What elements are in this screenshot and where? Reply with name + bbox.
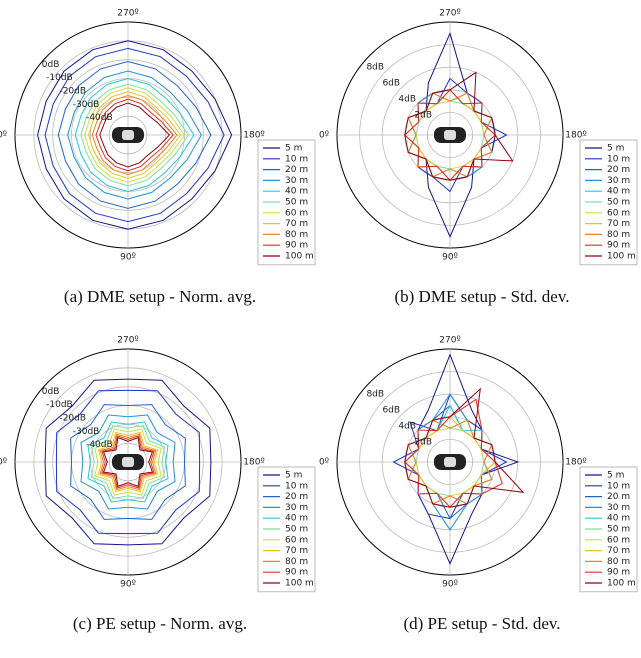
legend-label: 50 m xyxy=(285,525,308,535)
r-tick-label: 4dB xyxy=(398,95,416,105)
r-tick-label: 8dB xyxy=(366,63,384,73)
r-tick-label: -30dB xyxy=(73,427,100,437)
legend-label: 70 m xyxy=(285,546,308,556)
legend-label: 5 m xyxy=(607,144,624,154)
theta-tick-label: 180º xyxy=(565,458,586,468)
legend-label: 70 m xyxy=(285,219,308,229)
legend-label: 60 m xyxy=(285,535,308,545)
r-tick-label: -40dB xyxy=(86,440,113,450)
r-tick-label: 6dB xyxy=(382,79,400,89)
legend-label: 40 m xyxy=(607,514,630,524)
legend-label: 50 m xyxy=(607,198,630,208)
legend-label: 60 m xyxy=(285,208,308,218)
theta-tick-label: 0º xyxy=(319,458,329,468)
legend-label: 30 m xyxy=(607,176,630,186)
legend-label: 80 m xyxy=(607,230,630,240)
theta-tick-label: 270º xyxy=(439,336,460,346)
legend-label: 90 m xyxy=(607,568,630,578)
theta-tick-label: 270º xyxy=(117,9,138,19)
series-line xyxy=(405,72,513,180)
theta-tick-label: 0º xyxy=(0,458,7,468)
legend-label: 20 m xyxy=(285,165,308,175)
r-tick-label: -20dB xyxy=(59,87,86,97)
r-tick-label: -20dB xyxy=(59,414,86,424)
legend-label: 80 m xyxy=(607,557,630,567)
legend-label: 100 m xyxy=(607,252,636,262)
legend-label: 40 m xyxy=(285,514,308,524)
car-window xyxy=(444,130,456,140)
legend-label: 30 m xyxy=(285,176,308,186)
legend-label: 10 m xyxy=(285,481,308,491)
theta-tick-label: 90º xyxy=(442,253,458,263)
legend-label: 5 m xyxy=(607,471,624,481)
legend-label: 40 m xyxy=(285,187,308,197)
legend-label: 80 m xyxy=(285,557,308,567)
legend-label: 100 m xyxy=(607,579,636,589)
theta-tick-label: 90º xyxy=(442,580,458,590)
legend-label: 80 m xyxy=(285,230,308,240)
car-window xyxy=(122,130,134,140)
theta-tick-label: 270º xyxy=(117,336,138,346)
legend-label: 90 m xyxy=(607,241,630,251)
r-tick-label: 6dB xyxy=(382,406,400,416)
legend-label: 10 m xyxy=(607,154,630,164)
legend-label: 20 m xyxy=(285,492,308,502)
legend-label: 20 m xyxy=(607,165,630,175)
legend-label: 30 m xyxy=(607,503,630,513)
theta-tick-label: 90º xyxy=(120,253,136,263)
chart-panel: 0º 90º 180º 270º 2dB 4dB 6dB 8dB 5 m10 m20 m30 m… xyxy=(319,336,637,633)
car-window xyxy=(444,457,456,467)
theta-tick-label: 180º xyxy=(565,131,586,141)
r-tick-label: -10dB xyxy=(46,73,73,83)
r-tick-label: 4dB xyxy=(398,422,416,432)
legend-label: 70 m xyxy=(607,219,630,229)
legend-label: 100 m xyxy=(285,252,314,262)
legend-label: 90 m xyxy=(285,568,308,578)
theta-tick-label: 0º xyxy=(0,131,7,141)
r-tick-label: -30dB xyxy=(73,100,100,110)
caption: (c) PE setup - Norm. avg. xyxy=(73,614,247,633)
legend-label: 20 m xyxy=(607,492,630,502)
legend-label: 70 m xyxy=(607,546,630,556)
caption: (b) DME setup - Std. dev. xyxy=(394,287,569,306)
legend-label: 50 m xyxy=(285,198,308,208)
series-line xyxy=(405,389,523,507)
legend-label: 10 m xyxy=(285,154,308,164)
r-tick-label: 2dB xyxy=(414,438,432,448)
legend-label: 30 m xyxy=(285,503,308,513)
theta-tick-label: 0º xyxy=(319,131,329,141)
legend-label: 40 m xyxy=(607,187,630,197)
r-tick-label: 0dB xyxy=(42,60,60,70)
r-tick-label: -10dB xyxy=(46,400,73,410)
figure: 0º90º180º270º-40dB-30dB-20dB-10dB0dB5 m1… xyxy=(0,0,641,654)
theta-tick-label: 180º xyxy=(243,458,264,468)
legend-label: 10 m xyxy=(607,481,630,491)
theta-tick-label: 270º xyxy=(439,9,460,19)
theta-tick-label: 180º xyxy=(243,131,264,141)
r-tick-label: 0dB xyxy=(42,387,60,397)
legend-label: 60 m xyxy=(607,208,630,218)
car-window xyxy=(122,457,134,467)
legend-label: 5 m xyxy=(285,471,302,481)
legend-label: 90 m xyxy=(285,241,308,251)
r-tick-label: 2dB xyxy=(414,111,432,121)
caption: (d) PE setup - Std. dev. xyxy=(403,614,560,633)
legend-label: 50 m xyxy=(607,525,630,535)
caption: (a) DME setup - Norm. avg. xyxy=(64,287,256,306)
legend-label: 60 m xyxy=(607,535,630,545)
r-tick-label: 8dB xyxy=(366,390,384,400)
r-tick-label: -40dB xyxy=(86,113,113,123)
theta-tick-label: 90º xyxy=(120,580,136,590)
chart-panel: 0º 90º 180º 270º 2dB 4dB 6dB 8dB 5 m10 m20 m30 m… xyxy=(319,9,637,306)
legend-label: 5 m xyxy=(285,144,302,154)
legend-label: 100 m xyxy=(285,579,314,589)
